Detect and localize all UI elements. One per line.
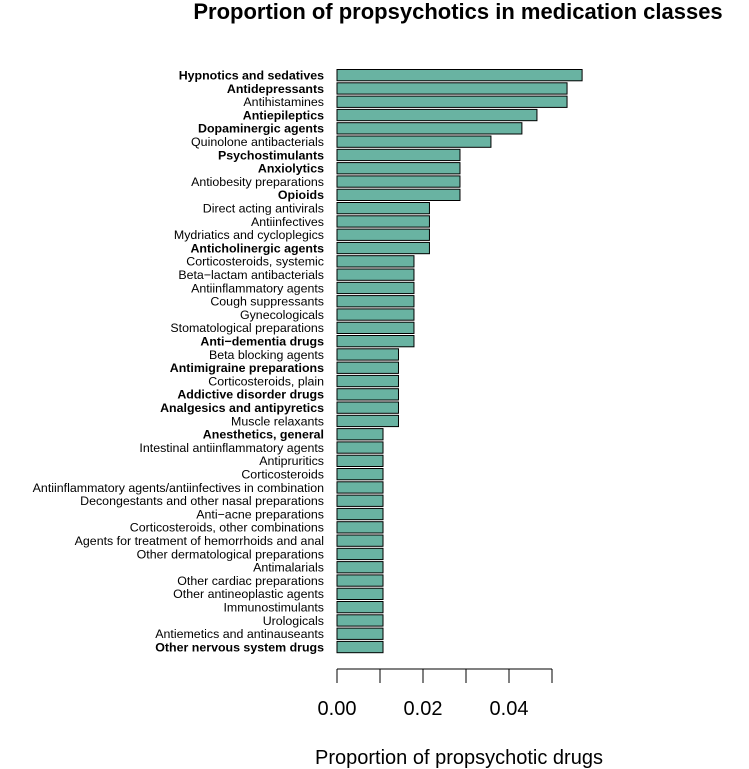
bar (336, 348, 399, 361)
bar (336, 481, 384, 494)
bar (336, 428, 384, 441)
x-axis-title: Proportion of propsychotic drugs (315, 747, 603, 769)
bar (336, 401, 399, 414)
category-label: Dopaminergic agents (198, 122, 324, 136)
category-label: Muscle relaxants (231, 414, 324, 428)
bar (336, 255, 415, 268)
category-label: Corticosteroids, plain (208, 374, 324, 388)
category-label: Antidepressants (227, 82, 324, 96)
bar (336, 441, 384, 454)
bar (336, 188, 461, 201)
category-label: Antiinflammatory agents/antiinfectives i… (33, 481, 324, 495)
bar (336, 614, 384, 627)
category-label: Anti−acne preparations (196, 507, 324, 521)
category-label: Addictive disorder drugs (177, 388, 324, 402)
bar (336, 507, 384, 521)
category-label: Mydriatics and cycloplegics (174, 228, 324, 242)
bar (336, 268, 415, 281)
bar (336, 454, 384, 468)
bar (336, 521, 384, 534)
bar (336, 640, 384, 654)
category-label: Beta blocking agents (209, 348, 324, 362)
bar (336, 388, 399, 401)
category-label: Antipruritics (259, 454, 324, 468)
category-label: Gynecologicals (240, 308, 324, 322)
bar (336, 162, 461, 175)
bar (336, 627, 384, 640)
bar (336, 69, 583, 82)
bar (336, 561, 384, 574)
bar (336, 534, 384, 547)
category-label: Intestinal antiinflammatory agents (139, 441, 324, 455)
category-label: Anti−dementia drugs (200, 334, 324, 348)
bar (336, 374, 399, 388)
category-label: Analgesics and antipyretics (160, 401, 324, 415)
category-label: Other cardiac preparations (177, 574, 324, 588)
bar (336, 122, 523, 135)
x-tick-label: 0.00 (318, 698, 357, 720)
category-label: Antimalarials (253, 561, 324, 575)
bar (336, 215, 430, 228)
category-label: Other antineoplastic agents (173, 587, 324, 601)
bar (336, 547, 384, 561)
category-label: Cough suppressants (210, 295, 324, 309)
bar (336, 587, 384, 601)
bar (336, 361, 399, 374)
bar (336, 148, 461, 162)
bar (336, 601, 384, 614)
bar (336, 308, 415, 321)
category-labels-group: Hypnotics and sedativesAntidepressantsAn… (33, 68, 324, 654)
category-label: Hypnotics and sedatives (179, 68, 324, 82)
bar (336, 281, 415, 295)
category-label: Corticosteroids, systemic (186, 255, 324, 269)
category-label: Psychostimulants (218, 148, 324, 162)
category-label: Other nervous system drugs (155, 640, 324, 654)
bar (336, 135, 492, 148)
bar (336, 202, 430, 215)
chart-title: Proportion of propsychotics in medicatio… (193, 0, 722, 24)
x-axis: 0.00 0.02 0.04 (318, 668, 553, 720)
bar (336, 241, 430, 255)
bars-group (336, 69, 583, 654)
x-tick-label: 0.04 (490, 698, 529, 720)
bar (336, 335, 415, 348)
category-label: Anxiolytics (258, 162, 324, 176)
category-label: Quinolone antibacterials (191, 135, 324, 149)
category-label: Beta−lactam antibacterials (178, 268, 324, 282)
category-label: Anticholinergic agents (190, 241, 324, 255)
category-label: Antimigraine preparations (170, 361, 324, 375)
category-label: Corticosteroids, other combinations (130, 521, 324, 535)
category-label: Corticosteroids (241, 467, 324, 481)
bar (336, 82, 568, 95)
category-label: Antiepileptics (243, 108, 324, 122)
bar (336, 321, 415, 335)
category-label: Antiinflammatory agents (191, 281, 324, 295)
category-label: Decongestants and other nasal preparatio… (80, 494, 324, 508)
bar (336, 175, 461, 188)
category-label: Urologicals (263, 614, 324, 628)
category-label: Immunostimulants (223, 600, 324, 614)
bar (336, 414, 399, 428)
x-tick-label: 0.02 (404, 698, 443, 720)
category-label: Agents for treatment of hemorrhoids and … (75, 534, 324, 548)
category-label: Direct acting antivirals (203, 201, 324, 215)
bar (336, 228, 430, 241)
bar (336, 95, 568, 108)
category-label: Antiemetics and antinauseants (155, 627, 324, 641)
category-label: Antiobesity preparations (191, 175, 324, 189)
category-label: Anesthetics, general (203, 428, 324, 442)
bar (336, 295, 415, 308)
bar (336, 494, 384, 507)
bar (336, 468, 384, 481)
category-label: Other dermatological preparations (137, 547, 324, 561)
bar (336, 108, 538, 122)
category-label: Antihistamines (243, 95, 324, 109)
category-label: Opioids (278, 188, 324, 202)
category-label: Stomatological preparations (170, 321, 324, 335)
category-label: Antiinfectives (251, 215, 324, 229)
bar (336, 574, 384, 587)
